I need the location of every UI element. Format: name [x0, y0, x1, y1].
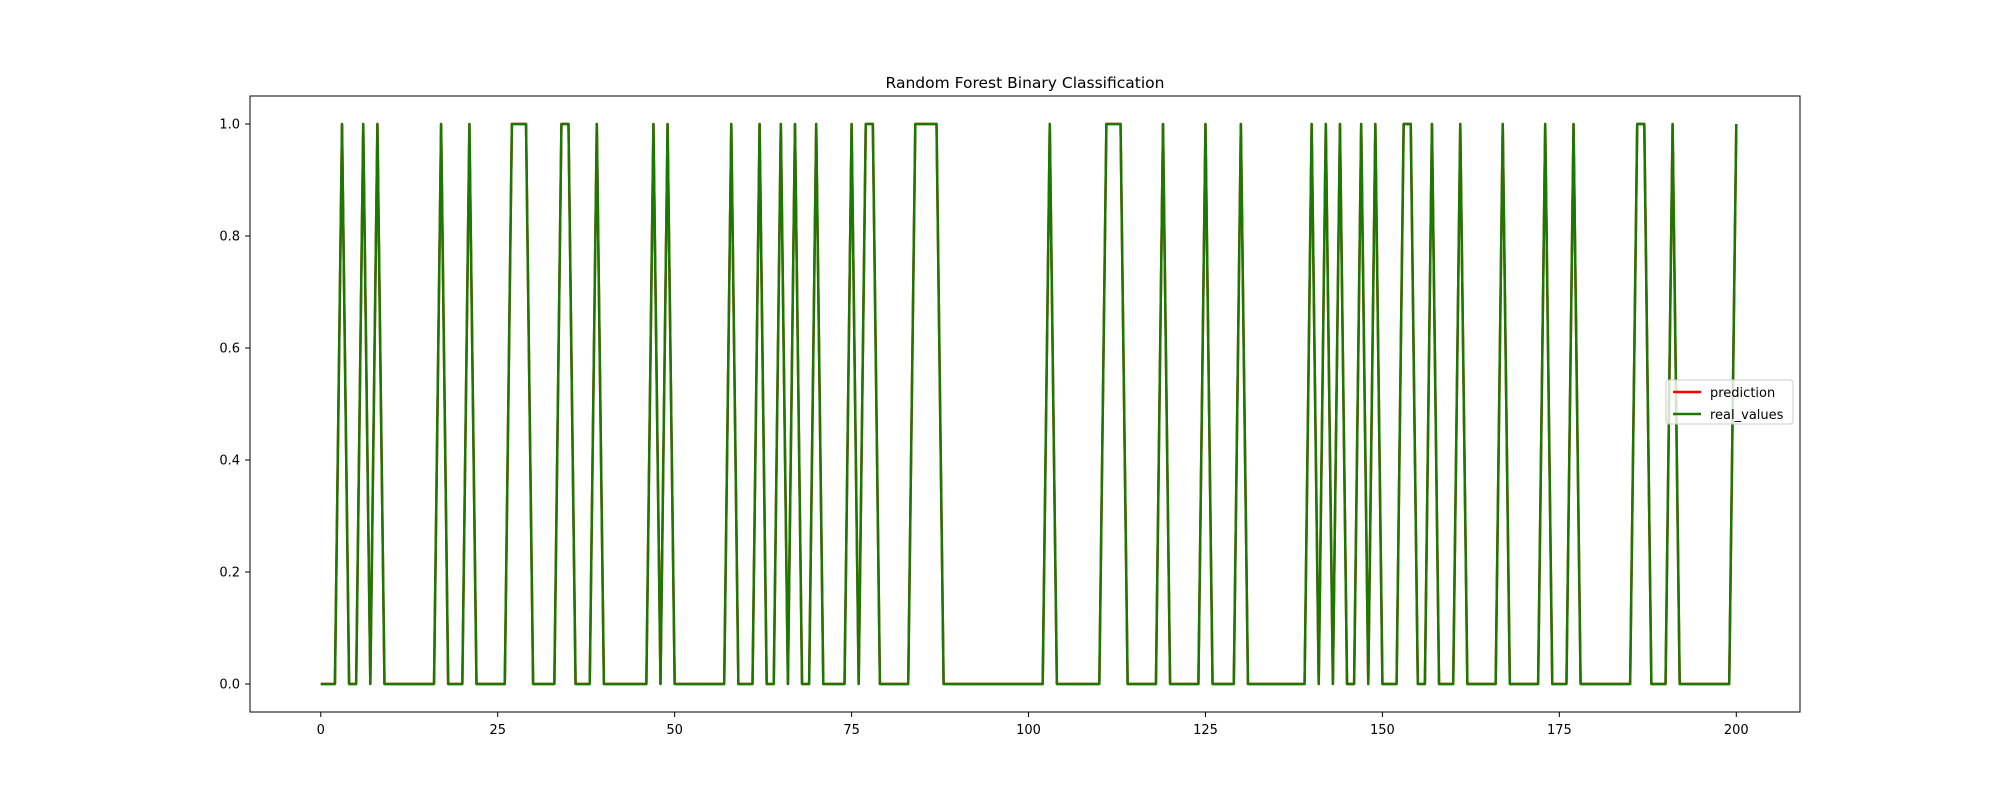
x-tick-label: 175 [1547, 723, 1572, 738]
y-tick-label: 0.6 [219, 342, 240, 357]
y-tick-label: 0.2 [219, 566, 240, 581]
legend-label-real-values: real_values [1710, 408, 1784, 423]
x-tick-label: 125 [1193, 723, 1218, 738]
x-tick-label: 25 [489, 723, 506, 738]
x-tick-label: 50 [666, 723, 683, 738]
legend: prediction real_values [1665, 379, 1794, 425]
x-tick-label: 75 [843, 723, 860, 738]
plot-frame [249, 95, 1801, 713]
y-axis: 0.0 0.2 0.4 0.6 0.8 1.0 [219, 118, 250, 693]
legend-label-prediction: prediction [1710, 386, 1775, 401]
series-layer [320, 122, 1738, 686]
y-tick-label: 0.4 [219, 454, 240, 469]
chart-title: Random Forest Binary Classification [886, 74, 1165, 92]
x-axis: 0 25 50 75 100 125 150 175 200 [317, 712, 1749, 738]
y-tick-label: 1.0 [219, 118, 240, 133]
y-tick-label: 0.8 [219, 230, 240, 245]
series-line-real-values [320, 122, 1738, 686]
y-tick-label: 0.0 [219, 678, 240, 693]
x-tick-label: 150 [1370, 723, 1395, 738]
x-tick-label: 100 [1016, 723, 1041, 738]
x-tick-label: 0 [317, 723, 325, 738]
x-tick-label: 200 [1724, 723, 1749, 738]
